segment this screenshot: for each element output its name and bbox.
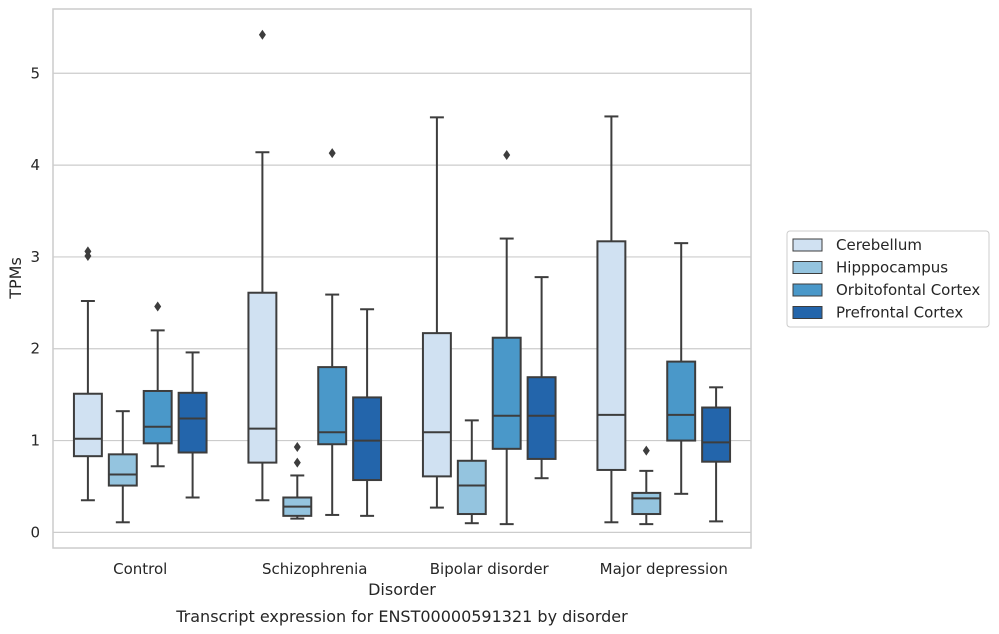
box-group xyxy=(666,242,697,495)
outlier-point xyxy=(642,445,650,456)
box-group xyxy=(72,246,103,502)
outlier-point xyxy=(293,457,301,468)
y-axis-title: TPMs xyxy=(6,257,25,300)
legend-swatch xyxy=(792,283,823,297)
x-tick-label: Bipolar disorder xyxy=(430,560,550,578)
outlier-point xyxy=(154,301,162,312)
x-tick-label: Major depression xyxy=(600,560,728,578)
outlier-point xyxy=(503,149,511,160)
plot-background xyxy=(53,9,751,548)
y-tick-label: 4 xyxy=(30,156,40,174)
plot-frame xyxy=(52,8,752,549)
box-group xyxy=(177,351,208,499)
box-iqr xyxy=(701,406,732,463)
box-iqr xyxy=(666,360,697,442)
legend: Cerebellum Hipppocampus Orbitofontal Corte… xyxy=(786,230,990,328)
outlier-point xyxy=(258,29,266,40)
box-iqr xyxy=(177,391,208,454)
y-tick-label: 2 xyxy=(30,340,40,358)
y-tick-label: 3 xyxy=(30,248,40,266)
box-iqr xyxy=(107,453,138,487)
box-iqr xyxy=(352,396,383,482)
x-axis-ticks: Control Schizophrenia Bipolar disorder Majo… xyxy=(113,560,728,578)
boxes-layer xyxy=(72,29,732,526)
box-iqr xyxy=(526,376,557,460)
box-group xyxy=(701,386,732,523)
legend-frame xyxy=(786,230,990,328)
box-group xyxy=(317,148,348,516)
legend-swatch xyxy=(792,306,823,319)
box-group xyxy=(142,301,173,468)
box-group xyxy=(631,445,662,526)
y-tick-label: 1 xyxy=(30,432,40,450)
y-tick-label: 5 xyxy=(30,64,40,82)
outlier-point xyxy=(328,148,336,159)
x-axis-title: Disorder xyxy=(368,580,436,599)
box-group xyxy=(247,29,278,502)
box-group xyxy=(596,115,627,524)
box-iqr xyxy=(596,240,627,471)
legend-swatch xyxy=(792,261,823,274)
y-tick-label: 0 xyxy=(30,523,40,541)
y-axis-ticks: 0 1 2 3 4 5 xyxy=(30,64,40,541)
box-group xyxy=(107,410,138,524)
x-tick-label: Schizophrenia xyxy=(262,560,367,578)
box-iqr xyxy=(72,392,103,458)
box-group xyxy=(456,419,487,525)
box-group xyxy=(352,308,383,517)
legend-swatch xyxy=(792,238,823,252)
legend-label: Prefrontal Cortex xyxy=(836,304,963,322)
legend-label: Orbitofontal Cortex xyxy=(836,281,980,299)
box-iqr xyxy=(421,332,452,478)
box-group xyxy=(526,276,557,480)
box-group xyxy=(421,116,452,509)
box-group xyxy=(282,441,313,520)
box-iqr xyxy=(456,459,487,516)
legend-label: Cerebellum xyxy=(836,236,922,254)
box-group xyxy=(491,149,522,526)
outlier-point xyxy=(84,246,92,257)
box-iqr xyxy=(247,291,278,464)
box-iqr xyxy=(491,336,522,450)
box-iqr xyxy=(631,491,662,516)
box-iqr xyxy=(142,389,173,445)
x-tick-label: Control xyxy=(113,560,167,578)
chart-caption: Transcript expression for ENST0000059132… xyxy=(175,607,628,626)
legend-label: Hipppocampus xyxy=(836,259,948,277)
outlier-point xyxy=(293,441,301,452)
